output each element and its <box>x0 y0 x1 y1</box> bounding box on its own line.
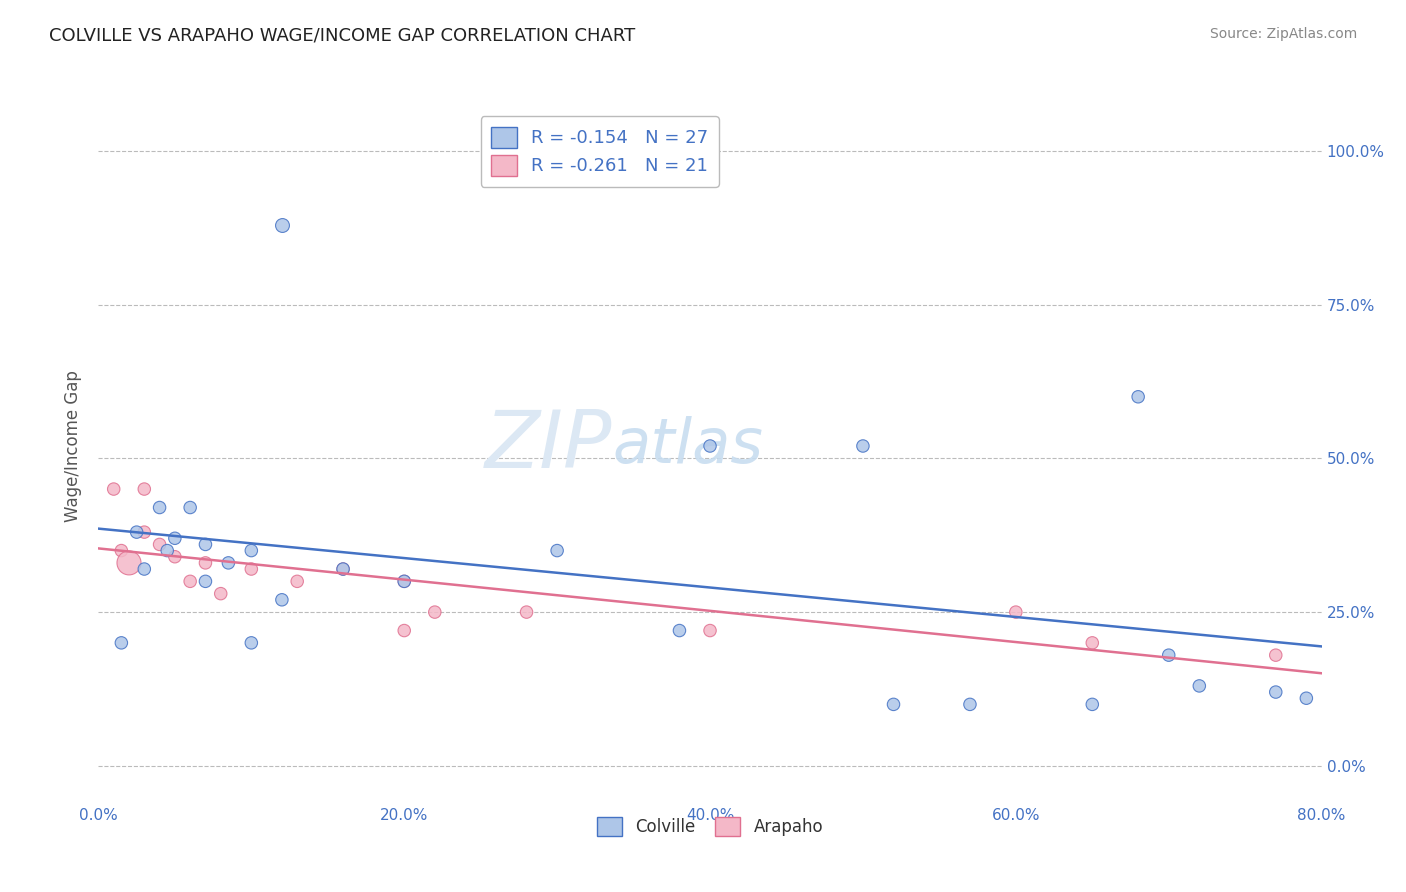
Point <box>883 698 905 712</box>
Point <box>1295 691 1317 706</box>
Point <box>332 562 354 576</box>
Point <box>1264 648 1286 662</box>
Point <box>134 562 156 576</box>
Point <box>217 556 239 570</box>
Point <box>118 556 141 570</box>
Point <box>240 562 263 576</box>
Point <box>156 543 179 558</box>
Point <box>423 605 446 619</box>
Point <box>240 543 263 558</box>
Point <box>240 636 263 650</box>
Point <box>332 562 354 576</box>
Point <box>1188 679 1211 693</box>
Point <box>1128 390 1150 404</box>
Point <box>285 574 308 589</box>
Point <box>1264 685 1286 699</box>
Point <box>959 698 981 712</box>
Point <box>852 439 875 453</box>
Point <box>1157 648 1180 662</box>
Y-axis label: Wage/Income Gap: Wage/Income Gap <box>65 370 83 522</box>
Point <box>392 574 416 589</box>
Point <box>163 549 186 564</box>
Point <box>1081 636 1104 650</box>
Point <box>699 624 721 638</box>
Point <box>668 624 690 638</box>
Text: Source: ZipAtlas.com: Source: ZipAtlas.com <box>1209 27 1357 41</box>
Point <box>134 525 156 540</box>
Point <box>179 574 201 589</box>
Point <box>270 592 292 607</box>
Point <box>194 556 217 570</box>
Point <box>1004 605 1026 619</box>
Point <box>149 500 172 515</box>
Text: ZIP: ZIP <box>485 407 612 485</box>
Point <box>110 543 132 558</box>
Point <box>163 531 186 545</box>
Point <box>125 525 148 540</box>
Point <box>194 537 217 551</box>
Point <box>149 537 172 551</box>
Point <box>392 574 416 589</box>
Point <box>110 636 132 650</box>
Point <box>546 543 568 558</box>
Point <box>392 624 416 638</box>
Text: COLVILLE VS ARAPAHO WAGE/INCOME GAP CORRELATION CHART: COLVILLE VS ARAPAHO WAGE/INCOME GAP CORR… <box>49 27 636 45</box>
Point <box>103 482 125 496</box>
Legend: Colville, Arapaho: Colville, Arapaho <box>589 808 831 845</box>
Point <box>194 574 217 589</box>
Point <box>134 482 156 496</box>
Point <box>270 218 292 232</box>
Text: atlas: atlas <box>612 416 763 476</box>
Point <box>209 587 232 601</box>
Point <box>179 500 201 515</box>
Point <box>699 439 721 453</box>
Point <box>1081 698 1104 712</box>
Point <box>516 605 538 619</box>
